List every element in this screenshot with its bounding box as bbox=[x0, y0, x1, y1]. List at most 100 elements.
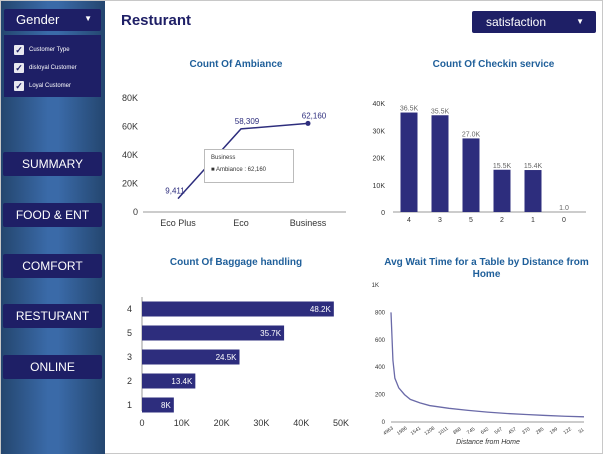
satisfaction-dropdown[interactable]: satisfaction ▼ bbox=[472, 11, 596, 33]
x-tick-label: 1986 bbox=[396, 425, 409, 436]
bar bbox=[142, 397, 174, 413]
data-label: 35.7K bbox=[260, 329, 282, 338]
data-label: 62,160 bbox=[302, 111, 327, 120]
series-line bbox=[177, 122, 309, 200]
x-axis-title: Distance from Home bbox=[456, 439, 520, 446]
tooltip-title: Business bbox=[211, 155, 236, 161]
series-line bbox=[390, 312, 585, 418]
x-tick-label: 285 bbox=[535, 426, 545, 436]
chevron-down-icon: ▼ bbox=[576, 17, 584, 26]
x-tick-label: 2 bbox=[500, 217, 504, 224]
nav-summary-button[interactable]: SUMMARY bbox=[3, 152, 102, 176]
bar bbox=[462, 138, 480, 212]
tooltip-value: Ambiance : 62,160 bbox=[215, 167, 267, 173]
y-tick-label: 60K bbox=[122, 122, 138, 132]
customer-type-filter: ✓ Customer Type ✓ disloyal Customer ✓ Lo… bbox=[4, 35, 101, 97]
nav-comfort-button[interactable]: COMFORT bbox=[3, 254, 102, 278]
x-tick-label: 50K bbox=[333, 418, 349, 428]
sidebar: Gender ▼ ✓ Customer Type ✓ disloyal Cust… bbox=[1, 1, 105, 454]
x-tick-label: 1208 bbox=[424, 425, 437, 436]
x-tick-label: 642 bbox=[480, 426, 490, 436]
gender-label: Gender bbox=[16, 12, 60, 27]
x-tick-label: 868 bbox=[452, 426, 462, 436]
checkbox-checked-icon[interactable]: ✓ bbox=[14, 45, 24, 55]
data-label: 48.2K bbox=[310, 305, 332, 314]
bar bbox=[524, 170, 542, 212]
data-label: 36.5K bbox=[400, 106, 419, 113]
x-tick-label: 4963 bbox=[382, 425, 395, 436]
data-label: 24.5K bbox=[216, 353, 238, 362]
x-tick-label: 4 bbox=[407, 217, 411, 224]
data-point bbox=[305, 120, 311, 126]
data-label: 15.4K bbox=[524, 163, 543, 170]
y-tick-label: 0 bbox=[382, 420, 386, 426]
x-tick-label: 1 bbox=[531, 217, 535, 224]
y-tick-label: 2 bbox=[127, 376, 132, 386]
x-tick-label: 0 bbox=[139, 418, 144, 428]
checkbox-checked-icon[interactable]: ✓ bbox=[14, 63, 24, 73]
checkbox-checked-icon[interactable]: ✓ bbox=[14, 81, 24, 91]
x-tick-label: 457 bbox=[507, 426, 517, 436]
x-tick-label: 3 bbox=[438, 217, 442, 224]
data-label: 58,309 bbox=[235, 117, 260, 126]
x-tick-label: 370 bbox=[521, 426, 531, 436]
chart-tooltip: Business ■ Ambiance : 62,160 bbox=[204, 149, 294, 183]
filter-label: Loyal Customer bbox=[29, 83, 72, 89]
y-unit-label: 1K bbox=[372, 283, 379, 289]
data-label: 15.5K bbox=[493, 163, 512, 170]
data-label: 27.0K bbox=[462, 131, 481, 138]
data-label: 9,411 bbox=[165, 187, 185, 196]
y-tick-label: 0 bbox=[133, 207, 138, 217]
x-tick-label: 31 bbox=[577, 427, 585, 435]
x-tick-label: 1011 bbox=[437, 426, 449, 437]
x-tick-label: 10K bbox=[174, 418, 190, 428]
baggage-chart-title: Count Of Baggage handling bbox=[169, 257, 303, 268]
filter-label: Customer Type bbox=[29, 47, 70, 53]
x-tick-label: 547 bbox=[494, 426, 504, 436]
nav-food-ent-button[interactable]: FOOD & ENT bbox=[3, 203, 102, 227]
bar bbox=[142, 349, 240, 365]
bar bbox=[431, 115, 449, 212]
y-tick-label: 20K bbox=[373, 156, 386, 163]
x-tick-label: Eco Plus bbox=[160, 218, 196, 228]
chevron-down-icon: ▼ bbox=[84, 14, 92, 23]
bar bbox=[142, 373, 196, 389]
filter-option[interactable]: ✓ Loyal Customer bbox=[4, 77, 101, 95]
data-label: 35.5K bbox=[431, 108, 450, 115]
x-tick-label: 199 bbox=[549, 426, 559, 436]
x-tick-label: 5 bbox=[469, 217, 473, 224]
bar bbox=[493, 169, 511, 212]
tooltip-row: ■ Ambiance : 62,160 bbox=[211, 167, 267, 173]
y-tick-label: 40K bbox=[373, 101, 386, 108]
x-tick-label: 1541 bbox=[410, 425, 423, 436]
x-tick-label: Business bbox=[290, 218, 327, 228]
y-tick-label: 20K bbox=[122, 179, 138, 189]
y-tick-label: 5 bbox=[127, 328, 132, 338]
x-tick-label: 40K bbox=[293, 418, 309, 428]
y-tick-label: 4 bbox=[127, 304, 132, 314]
x-tick-label: 745 bbox=[466, 426, 476, 436]
x-tick-label: 0 bbox=[562, 217, 566, 224]
y-tick-label: 30K bbox=[373, 128, 386, 135]
x-tick-label: 20K bbox=[214, 418, 230, 428]
data-label: 8K bbox=[161, 401, 171, 410]
y-tick-label: 80K bbox=[122, 93, 138, 103]
checkin-chart-title: Count Of Checkin service bbox=[432, 59, 555, 70]
gender-dropdown[interactable]: Gender ▼ bbox=[4, 9, 101, 31]
satisfaction-label: satisfaction bbox=[486, 15, 547, 29]
nav-online-button[interactable]: ONLINE bbox=[3, 355, 102, 379]
filter-label: disloyal Customer bbox=[29, 65, 77, 71]
bar bbox=[142, 325, 285, 341]
filter-option[interactable]: ✓ Customer Type bbox=[4, 41, 101, 59]
y-tick-label: 800 bbox=[375, 310, 386, 316]
y-tick-label: 10K bbox=[373, 183, 386, 190]
nav-resturant-button[interactable]: RESTURANT bbox=[3, 304, 102, 328]
ambiance-chart-title: Count Of Ambiance bbox=[189, 59, 283, 70]
x-tick-label: Eco bbox=[233, 218, 249, 228]
y-tick-label: 40K bbox=[122, 150, 138, 160]
x-tick-label: 30K bbox=[253, 418, 269, 428]
filter-option[interactable]: ✓ disloyal Customer bbox=[4, 59, 101, 77]
data-label: 1.0 bbox=[559, 205, 569, 212]
bar bbox=[142, 301, 334, 317]
